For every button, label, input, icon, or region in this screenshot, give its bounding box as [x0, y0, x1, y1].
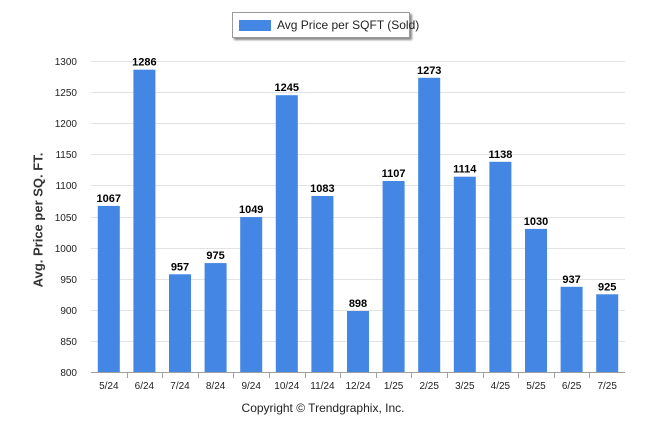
y-tick-label: 800	[60, 368, 77, 379]
bar	[169, 274, 191, 372]
bar-value-label: 1030	[524, 216, 548, 228]
bar	[97, 205, 120, 372]
bar	[382, 181, 405, 372]
bar-value-label: 1273	[417, 65, 441, 77]
bar-value-label: 957	[171, 261, 189, 273]
y-tick-label: 1250	[55, 88, 78, 99]
y-tick-label: 1300	[55, 57, 78, 68]
bar	[204, 263, 227, 372]
y-tick-label: 1000	[55, 244, 78, 255]
x-tick-label: 8/24	[206, 381, 226, 392]
x-tick-label: 9/24	[241, 381, 261, 392]
bar	[418, 77, 441, 373]
axes: 800 850 900 950 1000 1050 1100 1150 1200 1250 1300…	[55, 57, 625, 392]
bar	[347, 311, 369, 372]
y-tick-label: 1050	[55, 213, 78, 224]
y-tick-label: 950	[60, 275, 77, 286]
bar-value-label: 975	[206, 250, 224, 262]
x-tick-label: 11/24	[310, 381, 335, 392]
x-tick-label: 12/24	[345, 381, 370, 392]
y-tick-label: 850	[60, 337, 77, 348]
bar	[560, 286, 583, 372]
legend: Avg Price per SQFT (Sold)	[232, 12, 419, 38]
bar-value-label: 1049	[239, 204, 263, 216]
bar	[453, 176, 476, 372]
x-tick-label: 2/25	[419, 381, 439, 392]
x-tick-label: 7/24	[170, 381, 190, 392]
y-axis-title: Avg. Price per SQ. FT.	[30, 152, 46, 288]
x-tick-label: 6/25	[562, 381, 582, 392]
bar	[240, 217, 263, 372]
bar	[133, 69, 156, 372]
x-tick-label: 7/25	[597, 381, 617, 392]
x-tick-label: 5/24	[99, 381, 119, 392]
legend-swatch	[239, 20, 271, 31]
bar-value-label: 1138	[488, 149, 512, 161]
bar-value-label: 898	[349, 298, 367, 310]
legend-label: Avg Price per SQFT (Sold)	[277, 18, 420, 32]
copyright-text: Copyright © Trendgraphix, Inc.	[241, 401, 405, 415]
bar-value-label: 1114	[453, 164, 477, 176]
bar	[596, 294, 619, 373]
x-tick-label: 6/24	[135, 381, 155, 392]
bar-value-label: 1107	[382, 168, 406, 180]
x-tick-label: 5/25	[526, 381, 546, 392]
y-tick-label: 900	[60, 306, 77, 317]
x-tick-label: 10/24	[274, 381, 299, 392]
bar	[311, 196, 334, 372]
y-tick-label: 1150	[55, 150, 77, 161]
bar	[275, 95, 298, 372]
x-tick-label: 4/25	[491, 381, 511, 392]
bars	[97, 69, 619, 373]
bar-value-label: 1083	[310, 183, 334, 195]
y-tick-label: 1200	[55, 119, 78, 130]
bar-value-label: 925	[598, 281, 616, 293]
bar-value-label: 937	[562, 274, 580, 286]
data-labels: 1067 1286 957 975 1049 1245 1083 898 1107 1273 111…	[97, 57, 617, 310]
bar-value-label: 1245	[275, 82, 299, 94]
x-tick-label: 3/25	[455, 381, 475, 392]
y-tick-label: 1100	[55, 181, 77, 192]
bar-value-label: 1067	[97, 193, 121, 205]
bar	[489, 161, 512, 372]
x-tick-label: 1/25	[384, 381, 404, 392]
bar	[525, 228, 547, 372]
bar-value-label: 1286	[132, 57, 156, 69]
